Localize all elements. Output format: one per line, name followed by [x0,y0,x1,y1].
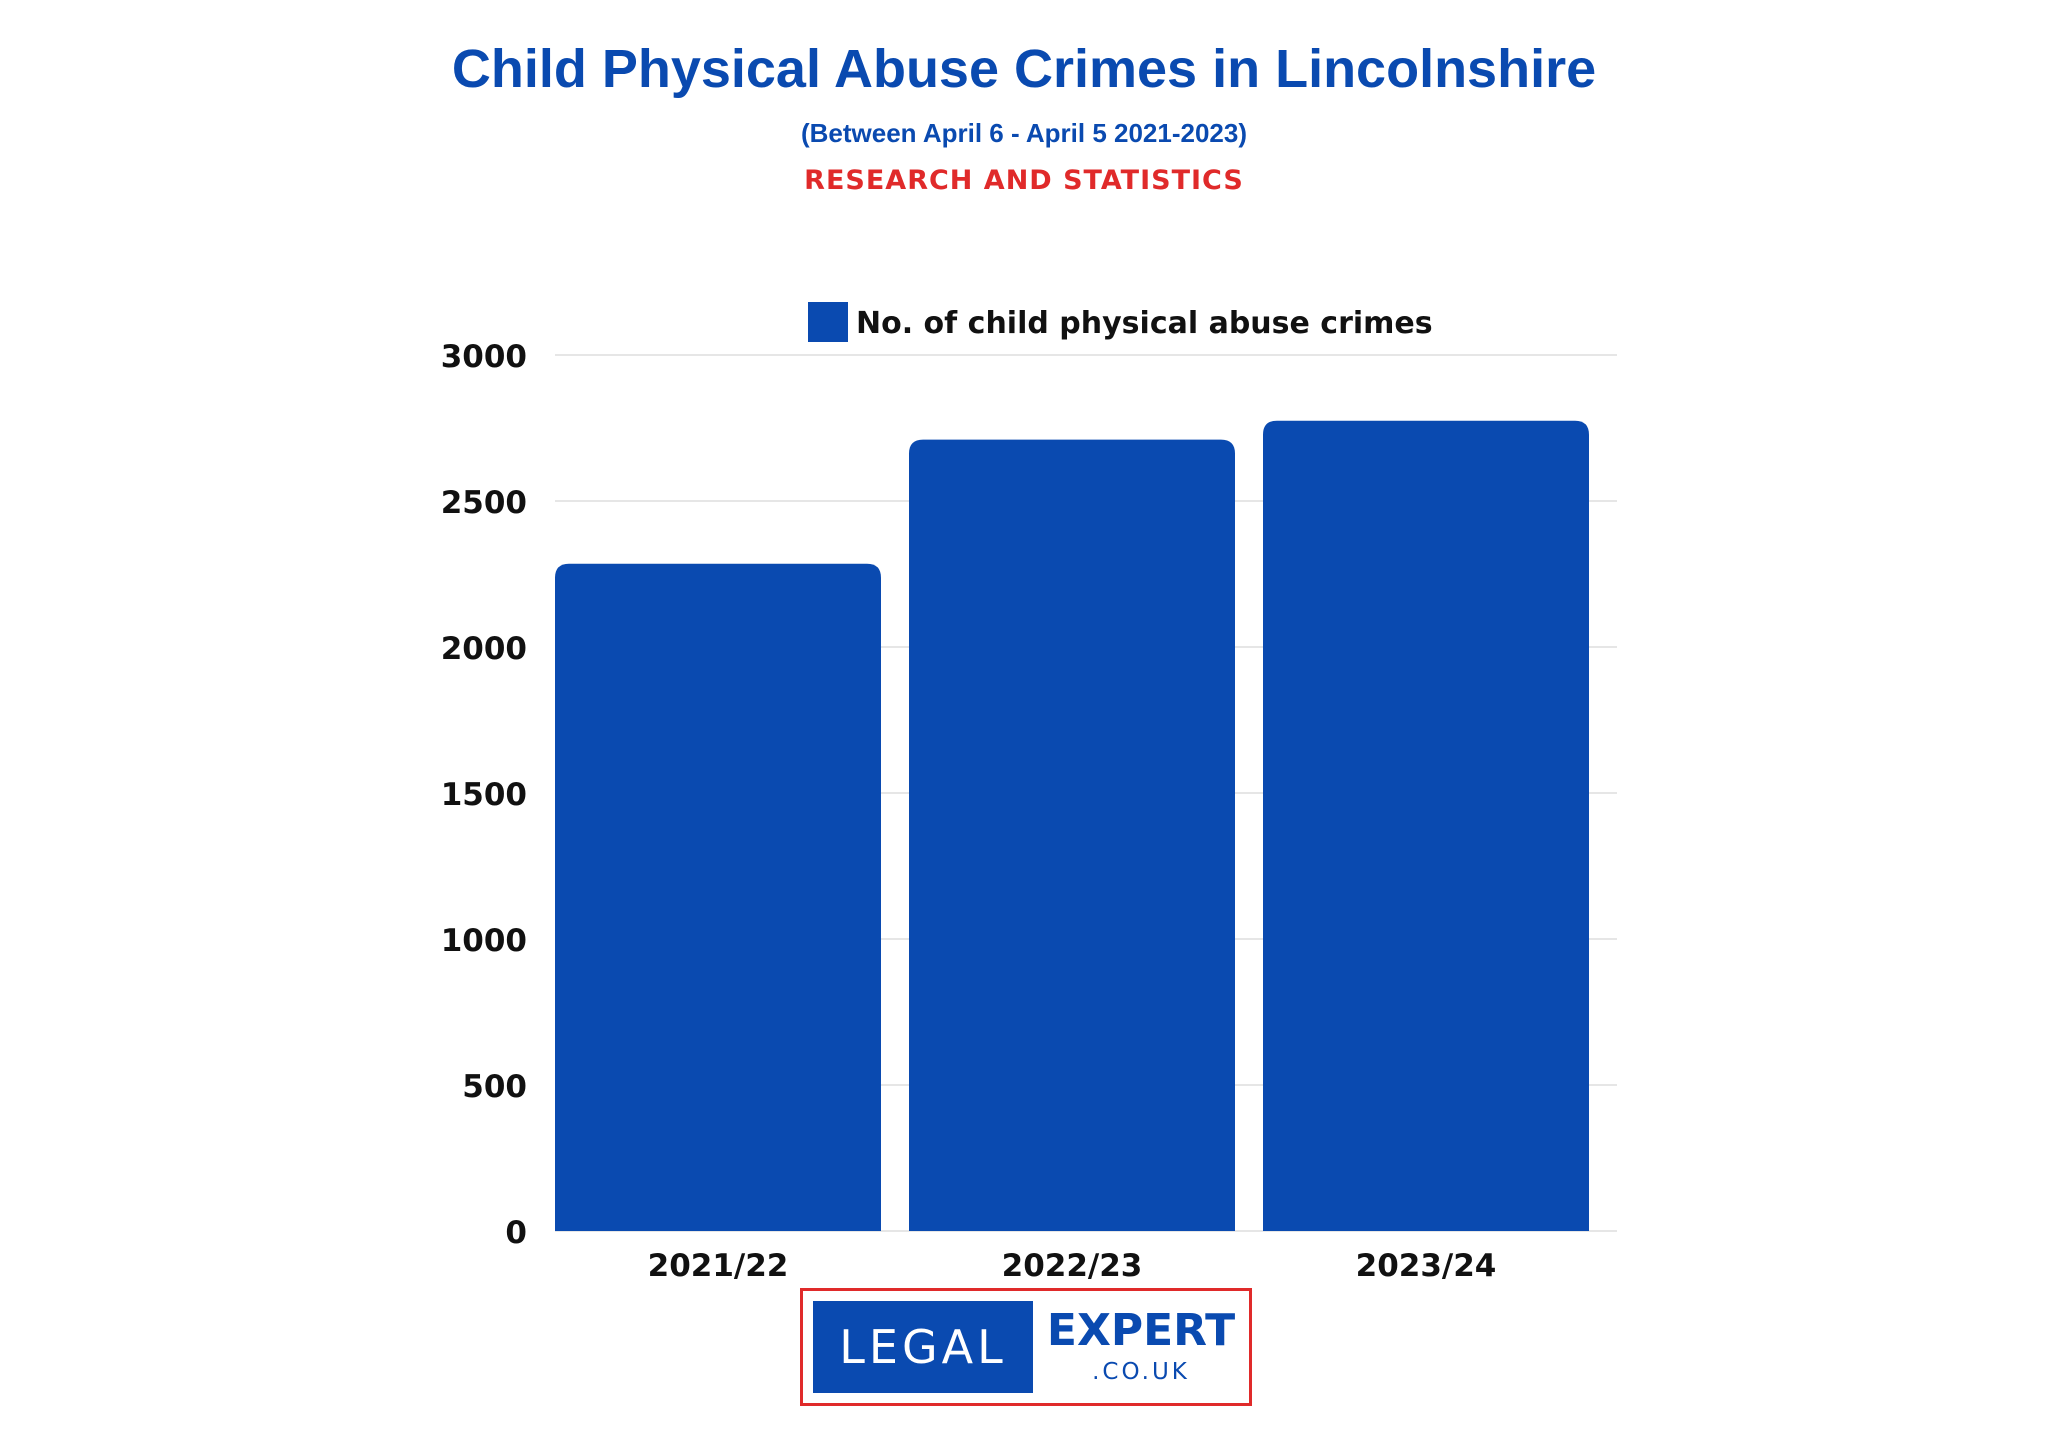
y-tick-label: 1500 [441,777,527,813]
legend-label: No. of child physical abuse crimes [856,306,1433,341]
y-tick-label: 500 [462,1069,527,1105]
x-tick-label: 2023/24 [1356,1248,1497,1284]
legend-swatch [808,302,848,342]
x-tick-label: 2022/23 [1002,1248,1143,1284]
y-tick-label: 1000 [441,923,527,959]
y-tick-label: 3000 [441,339,527,375]
legal-expert-logo[interactable]: LEGAL EXPERT .CO.UK [800,1288,1252,1406]
y-tick-label: 2500 [441,485,527,521]
chart-title: Child Physical Abuse Crimes in Lincolnsh… [451,39,1597,99]
logo-legal-text: LEGAL [813,1301,1033,1393]
logo-expert-text: EXPERT [1046,1305,1236,1356]
logo-domain-text: .CO.UK [1092,1359,1190,1385]
bar-2022-23 [909,439,1235,1231]
research-tagline: RESEARCH AND STATISTICS [804,165,1244,196]
y-tick-label: 0 [505,1215,527,1251]
y-tick-label: 2000 [441,631,527,667]
chart-subtitle: (Between April 6 - April 5 2021-2023) [800,118,1247,148]
x-tick-label: 2021/22 [648,1248,789,1284]
bar-2021-22 [555,563,881,1231]
bar-2023-24 [1263,420,1589,1231]
